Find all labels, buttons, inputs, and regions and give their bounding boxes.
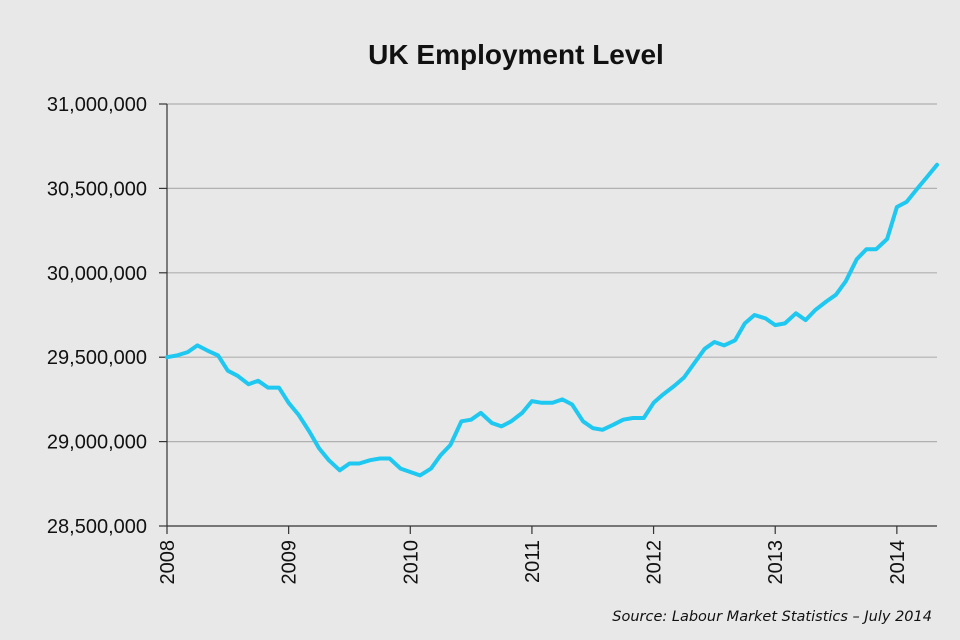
x-tick-label: 2011: [522, 540, 544, 583]
x-tick-label: 2009: [279, 540, 301, 585]
y-tick-label: 29,000,000: [47, 432, 147, 454]
source-note: Source: Labour Market Statistics – July …: [612, 609, 932, 625]
y-tick-label: 30,000,000: [47, 263, 147, 285]
y-tick-label: 31,000,000: [47, 94, 147, 116]
y-tick-label: 29,500,000: [47, 347, 147, 369]
x-tick-label: 2012: [644, 540, 666, 585]
y-tick-label: 28,500,000: [47, 516, 147, 538]
tick-labels: 28,500,000 29,000,000 29,500,000 30,000,000…: [47, 94, 909, 585]
chart-title: UK Employment Level: [368, 39, 664, 70]
employment-series-line: [165, 162, 939, 478]
axes: [159, 103, 937, 534]
y-tick-label: 30,500,000: [47, 178, 147, 200]
series-layer: [165, 162, 939, 478]
x-tick-label: 2008: [157, 540, 179, 585]
gridlines: [167, 103, 937, 443]
x-tick-label: 2010: [400, 540, 422, 585]
x-tick-label: 2013: [765, 540, 787, 585]
x-tick-label: 2014: [887, 540, 909, 585]
